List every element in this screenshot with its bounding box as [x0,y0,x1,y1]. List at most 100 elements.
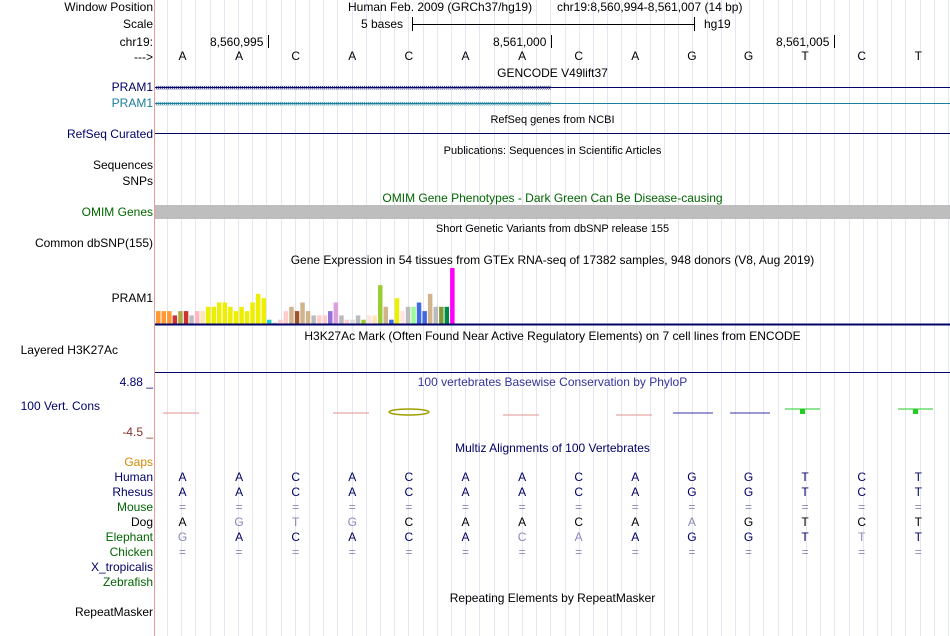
alignment-base-rhesus: A [178,485,187,499]
alignment-base-elephant: C [291,530,301,544]
repeatmasker-track-title: Repeating Elements by RepeatMasker [449,591,656,605]
grid-line [934,0,935,636]
gtex-expression-chart[interactable] [155,268,950,328]
alignment-base-dog: A [687,515,696,529]
grid-line [707,0,708,636]
gtex-tissue-bar [411,306,416,324]
grid-line [494,0,495,636]
grid-line [593,0,594,636]
gtex-tissue-bar [400,311,405,324]
alignment-base-dog: A [518,515,527,529]
gtex-tissue-bar [372,315,377,324]
gtex-tissue-bar [344,319,350,324]
alignment-base-dog: T [801,515,809,529]
phylop-score-14-point [913,409,918,414]
scale-bar-right-tick [694,17,695,31]
grid-line [806,0,807,636]
track-label-common-dbsnp[interactable]: Common dbSNP(155) [34,236,153,250]
gtex-tissue-bar [361,319,366,324]
grid-line [579,0,580,636]
browser-track-area[interactable]: Human Feb. 2009 (GRCh37/hg19) chr19:8,56… [155,0,950,636]
alignment-base-rhesus: A [235,485,244,499]
grid-line [863,0,864,636]
publications-track-title: Publications: Sequences in Scientific Ar… [443,145,662,157]
gtex-tissue-bar [405,306,411,324]
gtex-tissue-bar [233,311,239,324]
track-label-omim-genes[interactable]: OMIM Genes [81,205,153,219]
h3k27ac-track-title: H3K27Ac Mark (Often Found Near Active Re… [304,329,801,343]
grid-line [920,0,921,636]
grid-line [749,0,750,636]
alignment-base-mouse: = [631,500,639,514]
omim-gene-band[interactable] [155,205,950,219]
alignment-base-chicken: = [518,545,526,559]
sequence-base: A [461,49,470,63]
alignment-base-rhesus: G [687,485,697,499]
species-label-human: Human [114,470,153,484]
grid-line [238,0,239,636]
alignment-base-human: A [178,470,187,484]
gtex-tissue-bar [433,306,438,324]
gtex-tissue-bar [267,319,272,324]
gtex-tissue-bar [311,315,316,324]
alignment-base-rhesus: A [461,485,470,499]
gtex-tissue-bar [194,311,200,324]
chromosome-label: chr19: [119,35,153,49]
track-label-gtex-pram1[interactable]: PRAM1 [111,291,153,305]
phylop-conservation-plot[interactable] [155,400,950,422]
alignment-base-dog: A [178,515,187,529]
sequence-base: A [178,49,187,63]
strand-arrow-label: ---> [134,50,153,64]
track-label-100-vert-cons[interactable]: 100 Vert. Cons [20,399,100,413]
alignment-base-rhesus: C [857,485,867,499]
multiz-track-title: Multiz Alignments of 100 Vertebrates [455,441,650,455]
track-label-snps[interactable]: SNPs [122,174,153,188]
track-left-border [154,0,155,636]
gtex-tissue-bar [383,306,388,324]
track-label-gaps[interactable]: Gaps [124,455,153,469]
phylop-track-title: 100 vertebrates Basewise Conservation by… [417,375,688,389]
grid-line [607,0,608,636]
grid-line [763,0,764,636]
grid-line [820,0,821,636]
gtex-tissue-bar [272,322,277,324]
gencode-transcript-pram1-alt[interactable] [155,103,950,104]
gtex-tissue-bar [205,306,211,324]
track-label-pram1-gencode[interactable]: PRAM1 [111,80,153,94]
alignment-base-chicken: = [575,545,583,559]
gtex-tissue-bar [322,315,327,324]
gtex-tissue-bar [305,311,311,324]
track-label-sequences[interactable]: Sequences [92,158,153,172]
tick-label-8561005: 8,561,005 [776,35,830,49]
grid-line [536,0,537,636]
tick-mark-8561000 [551,35,552,48]
alignment-base-rhesus: C [404,485,414,499]
alignment-base-human: A [461,470,470,484]
grid-line [678,0,679,636]
track-label-refseq-curated[interactable]: RefSeq Curated [66,127,153,141]
gtex-tissue-bar [300,302,305,324]
alignment-base-elephant: T [858,530,866,544]
alignment-base-rhesus: C [574,485,584,499]
gtex-tissue-bar [366,315,372,324]
scale-text: 5 bases [361,17,404,31]
alignment-base-dog: A [461,515,470,529]
grid-line [948,0,949,636]
alignment-base-chicken: = [688,545,696,559]
track-label-pram1-gencode-alt[interactable]: PRAM1 [111,96,153,110]
alignment-base-chicken: = [914,545,922,559]
gtex-tissue-bar [427,293,433,324]
alignment-base-human: C [404,470,414,484]
grid-line [522,0,523,636]
gencode-transcript-pram1[interactable] [155,87,950,88]
track-label-repeatmasker[interactable]: RepeatMasker [74,605,153,619]
gtex-tissue-bar [378,285,383,324]
grid-line [352,0,353,636]
refseq-gene-line[interactable] [155,133,950,134]
track-label-layered-h3k27ac[interactable]: Layered H3K27Ac [20,343,118,357]
alignment-base-chicken: = [235,545,243,559]
grid-line [735,0,736,636]
gtex-tissue-bar [294,311,300,324]
gtex-tissue-bar [394,298,400,324]
sequence-base: C [404,49,414,63]
